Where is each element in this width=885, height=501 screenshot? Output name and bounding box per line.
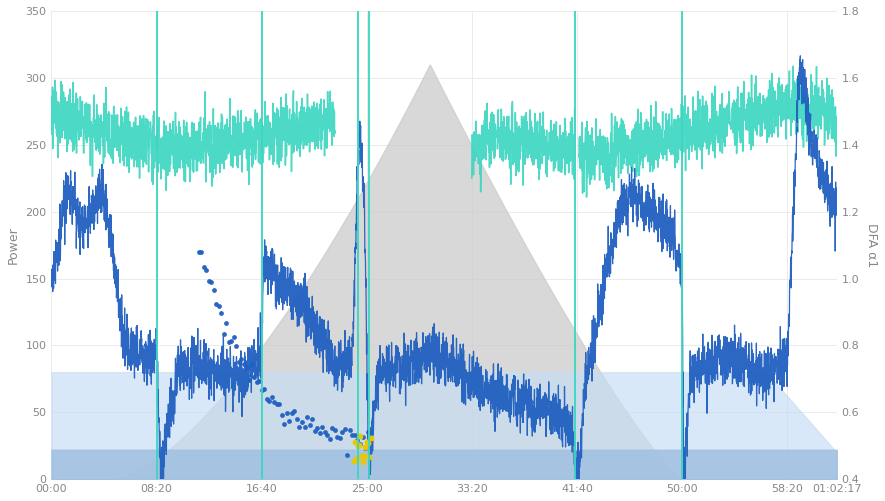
Point bbox=[262, 397, 276, 405]
Point bbox=[191, 248, 205, 256]
Point bbox=[342, 426, 357, 434]
Point bbox=[273, 400, 287, 408]
Point bbox=[345, 431, 359, 439]
Point bbox=[303, 420, 317, 428]
Point bbox=[352, 441, 366, 449]
Point bbox=[204, 279, 219, 287]
Point bbox=[327, 426, 342, 434]
Point bbox=[250, 378, 264, 386]
Point bbox=[217, 330, 231, 338]
Point bbox=[255, 386, 269, 394]
Point bbox=[323, 435, 337, 443]
Point bbox=[358, 444, 372, 452]
Point bbox=[267, 398, 281, 406]
Point bbox=[350, 436, 365, 444]
Point bbox=[237, 360, 251, 368]
Point bbox=[199, 266, 213, 274]
Point bbox=[242, 376, 256, 384]
Y-axis label: DFA α1: DFA α1 bbox=[865, 223, 878, 267]
Point bbox=[292, 423, 306, 431]
Point bbox=[325, 424, 339, 432]
Point bbox=[358, 443, 373, 451]
Point bbox=[290, 415, 304, 423]
Point bbox=[338, 425, 352, 433]
Point bbox=[349, 438, 363, 446]
Point bbox=[347, 457, 361, 465]
Point bbox=[227, 333, 241, 341]
Point bbox=[355, 452, 369, 460]
Point bbox=[252, 377, 266, 385]
Point bbox=[232, 358, 246, 366]
Point bbox=[335, 428, 350, 436]
Point bbox=[222, 338, 236, 346]
Point bbox=[320, 431, 335, 439]
Point bbox=[315, 423, 329, 431]
Point bbox=[288, 407, 302, 415]
Point bbox=[360, 428, 374, 436]
Point bbox=[277, 420, 291, 428]
Point bbox=[356, 458, 370, 466]
Point bbox=[312, 428, 327, 436]
Point bbox=[212, 302, 226, 310]
Point bbox=[247, 373, 261, 381]
Point bbox=[300, 413, 314, 421]
Point bbox=[330, 433, 344, 441]
Point bbox=[364, 434, 378, 442]
Point bbox=[350, 454, 364, 462]
Point bbox=[219, 319, 234, 327]
Point bbox=[341, 451, 355, 459]
Point bbox=[280, 409, 294, 417]
Point bbox=[297, 423, 312, 431]
Point bbox=[259, 395, 273, 403]
Point bbox=[353, 432, 367, 440]
Point bbox=[258, 385, 272, 393]
Point bbox=[361, 439, 375, 447]
Point bbox=[282, 417, 296, 425]
Point bbox=[207, 286, 221, 294]
Point bbox=[356, 433, 370, 441]
Point bbox=[235, 356, 249, 364]
Point bbox=[202, 277, 216, 285]
Point bbox=[196, 263, 211, 271]
Point bbox=[362, 453, 376, 461]
Point bbox=[194, 248, 208, 256]
Point bbox=[265, 393, 279, 401]
Point bbox=[285, 409, 299, 417]
Point bbox=[244, 360, 258, 368]
Point bbox=[270, 400, 284, 408]
Point bbox=[353, 439, 367, 447]
Point bbox=[214, 310, 228, 318]
Point bbox=[310, 424, 324, 432]
Point bbox=[305, 415, 319, 423]
Point bbox=[348, 431, 362, 439]
Point bbox=[359, 437, 373, 445]
Point bbox=[240, 363, 254, 371]
Point bbox=[209, 300, 223, 308]
Point bbox=[295, 418, 309, 426]
Point bbox=[358, 452, 372, 460]
Point bbox=[229, 342, 243, 350]
Point bbox=[350, 441, 365, 449]
Y-axis label: Power: Power bbox=[7, 226, 20, 264]
Point bbox=[274, 410, 289, 418]
Point bbox=[333, 434, 347, 442]
Point bbox=[308, 427, 322, 435]
Point bbox=[224, 337, 238, 345]
Point bbox=[318, 428, 332, 436]
